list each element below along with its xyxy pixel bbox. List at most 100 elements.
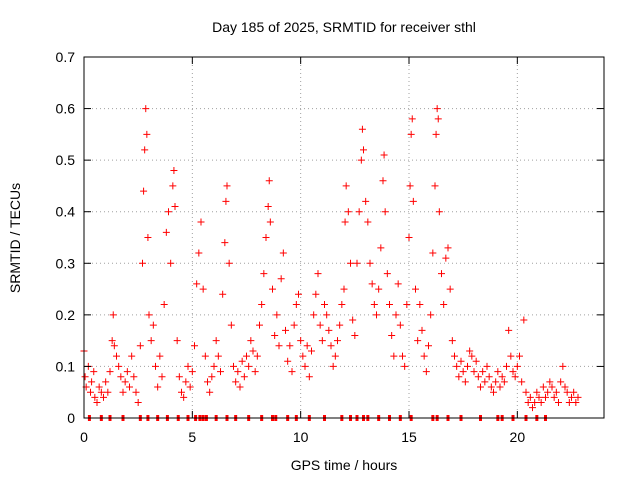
data-point [182,378,190,386]
data-point [516,352,523,360]
data-point [245,362,253,370]
data-point [265,177,273,185]
data-point [171,203,179,211]
data-point [360,146,367,154]
chart-title: Day 185 of 2025, SRMTID for receiver sth… [212,19,476,35]
data-point [156,352,164,360]
data-point [165,208,172,216]
data-point [297,337,305,345]
data-point [399,352,406,360]
data-point [262,234,270,241]
data-point [230,362,237,370]
data-point [401,362,409,370]
data-point [195,249,203,257]
data-point [119,388,127,396]
data-point [167,259,175,267]
data-point [219,290,227,298]
data-point [325,326,333,334]
data-point [513,362,521,370]
data-point [392,311,400,319]
data-point [149,321,157,329]
data-point [154,383,162,391]
y-tick-label: 0.5 [56,152,76,168]
data-point [509,368,517,376]
data-point [256,321,263,329]
data-point [110,342,118,350]
data-point [288,368,296,376]
data-point [355,208,363,216]
data-point [279,249,287,257]
data-point [531,399,539,407]
data-point [314,270,322,278]
data-point [305,373,313,381]
data-point [152,362,159,370]
data-point [490,388,497,396]
data-point [555,399,562,407]
data-point [301,362,309,370]
data-point [429,249,437,257]
data-point [193,280,201,288]
data-point [191,342,198,350]
data-point [145,311,153,319]
y-tick-label: 0.4 [56,204,76,220]
y-tick-label: 0.1 [56,358,76,374]
data-point [481,378,489,386]
x-tick-label: 5 [188,429,196,445]
data-point [336,321,344,329]
data-point [408,115,416,123]
data-point [518,378,526,386]
data-point [459,368,467,376]
data-point [303,342,311,350]
data-point [550,393,558,401]
data-point [108,337,116,345]
data-point [522,388,530,396]
data-point [169,182,177,190]
data-point [217,368,224,376]
data-point [548,383,556,391]
data-point [520,316,528,324]
data-point [537,399,545,407]
data-point [432,130,440,138]
data-point [128,352,136,360]
data-point [240,373,248,381]
data-point [139,259,146,267]
data-point [123,368,131,376]
data-point [362,197,370,205]
data-point [290,321,298,329]
data-point [422,368,430,376]
data-point [106,368,114,376]
data-point [394,280,402,288]
data-point [446,285,454,293]
data-point [381,208,389,216]
data-point [344,208,352,216]
x-tick-label: 15 [401,429,417,445]
data-points [80,105,582,412]
data-point [565,399,573,407]
data-point [178,388,185,396]
y-tick-label: 0.3 [56,255,76,271]
data-point [552,388,560,396]
data-point [574,393,582,401]
data-point [503,362,510,370]
data-point [403,301,411,309]
data-point [206,388,214,396]
data-point [295,290,302,298]
data-point [390,352,398,360]
data-point [414,337,422,345]
data-point [102,378,110,386]
data-point [498,373,506,381]
data-point [93,399,101,407]
data-point [109,311,117,319]
data-point [357,156,365,164]
data-point [95,383,103,391]
data-point [496,383,504,391]
data-point [134,399,142,407]
plot-frame [83,56,605,419]
data-point [329,362,337,370]
data-point [438,270,445,278]
y-tick-label: 0.6 [56,101,76,117]
data-point [455,373,463,381]
data-point [485,373,493,381]
data-point [396,321,404,329]
